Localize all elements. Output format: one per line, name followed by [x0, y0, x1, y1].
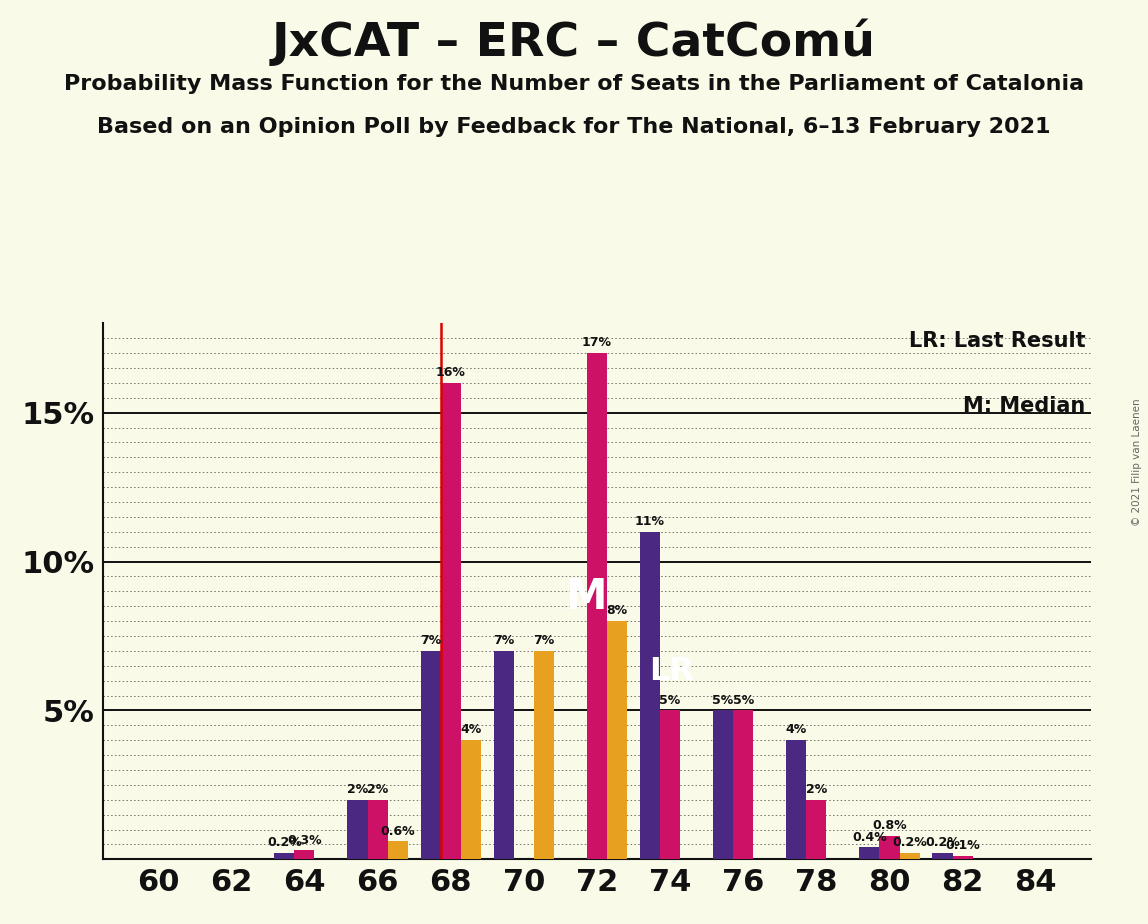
- Text: 4%: 4%: [460, 723, 481, 736]
- Bar: [294, 850, 315, 859]
- Text: 8%: 8%: [606, 604, 628, 617]
- Text: 0.1%: 0.1%: [945, 840, 980, 853]
- Bar: [713, 711, 734, 859]
- Bar: [786, 740, 806, 859]
- Bar: [639, 532, 660, 859]
- Text: © 2021 Filip van Laenen: © 2021 Filip van Laenen: [1132, 398, 1142, 526]
- Text: LR: Last Result: LR: Last Result: [909, 332, 1086, 351]
- Text: Based on an Opinion Poll by Feedback for The National, 6–13 February 2021: Based on an Opinion Poll by Feedback for…: [98, 117, 1050, 138]
- Bar: [274, 854, 294, 859]
- Text: 0.2%: 0.2%: [925, 836, 960, 849]
- Bar: [860, 847, 879, 859]
- Bar: [460, 740, 481, 859]
- Text: 7%: 7%: [534, 634, 554, 647]
- Text: 5%: 5%: [732, 694, 754, 707]
- Bar: [441, 383, 460, 859]
- Text: 4%: 4%: [785, 723, 807, 736]
- Bar: [420, 650, 441, 859]
- Text: 0.8%: 0.8%: [872, 819, 907, 832]
- Text: 0.6%: 0.6%: [380, 824, 414, 837]
- Text: 0.3%: 0.3%: [287, 833, 321, 846]
- Bar: [348, 800, 367, 859]
- Bar: [879, 835, 900, 859]
- Text: 7%: 7%: [420, 634, 441, 647]
- Bar: [932, 854, 953, 859]
- Text: 5%: 5%: [713, 694, 734, 707]
- Bar: [388, 842, 408, 859]
- Bar: [534, 650, 554, 859]
- Text: LR: LR: [650, 656, 695, 687]
- Text: 11%: 11%: [635, 515, 665, 528]
- Bar: [367, 800, 388, 859]
- Text: 0.4%: 0.4%: [852, 831, 886, 844]
- Bar: [494, 650, 514, 859]
- Bar: [953, 857, 972, 859]
- Text: 0.2%: 0.2%: [267, 836, 302, 849]
- Bar: [806, 800, 827, 859]
- Text: Probability Mass Function for the Number of Seats in the Parliament of Catalonia: Probability Mass Function for the Number…: [64, 74, 1084, 94]
- Bar: [607, 621, 627, 859]
- Text: JxCAT – ERC – CatComú: JxCAT – ERC – CatComú: [272, 18, 876, 66]
- Bar: [900, 854, 920, 859]
- Text: 2%: 2%: [347, 783, 369, 796]
- Text: 17%: 17%: [582, 336, 612, 349]
- Text: M: M: [565, 577, 606, 618]
- Bar: [660, 711, 680, 859]
- Text: 2%: 2%: [367, 783, 388, 796]
- Text: 5%: 5%: [659, 694, 681, 707]
- Text: 16%: 16%: [436, 366, 466, 379]
- Text: M: Median: M: Median: [963, 395, 1086, 416]
- Text: 7%: 7%: [494, 634, 514, 647]
- Bar: [734, 711, 753, 859]
- Bar: [587, 353, 607, 859]
- Text: 2%: 2%: [806, 783, 827, 796]
- Text: 0.2%: 0.2%: [892, 836, 926, 849]
